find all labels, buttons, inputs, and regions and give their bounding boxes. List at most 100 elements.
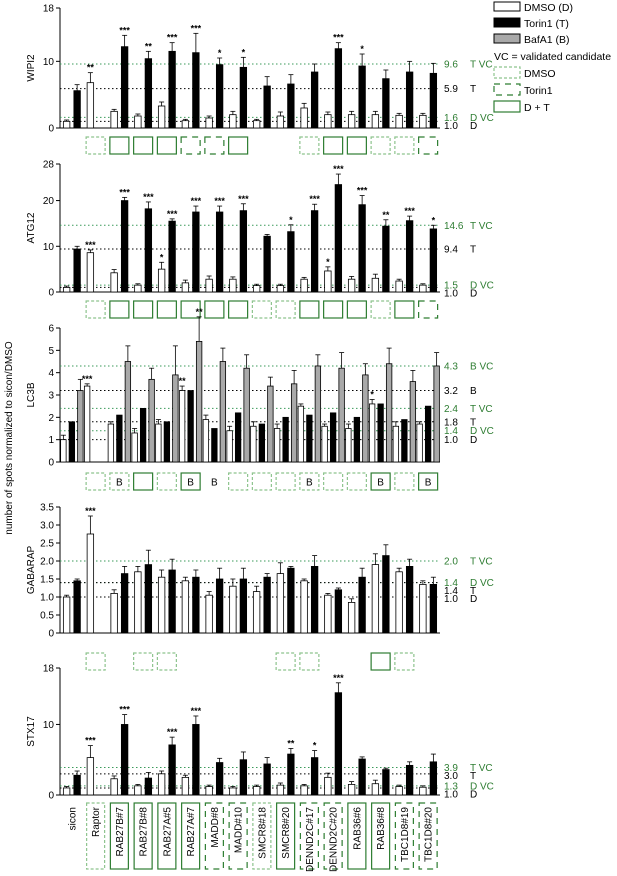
x-category-label: TBC1D8#20 [424, 807, 435, 862]
reference-value: 14.6 [444, 221, 464, 232]
reference-label: D [470, 789, 477, 800]
bar-d [300, 785, 308, 796]
reference-label: T VC [470, 60, 493, 71]
bar-b [267, 385, 274, 463]
reference-label: T [470, 771, 476, 782]
reference-value: 1.3 [444, 781, 458, 792]
panel-lc3b: 0 1 2 3 4 5 6 LC3B 4.3 B VC 3.2 B 2.4 T VC 1.8 T 1.4 D VC… [26, 307, 494, 491]
candidate-box-dt [299, 300, 320, 319]
reference-value: 9.4 [444, 245, 458, 256]
bar-b [124, 361, 132, 463]
bar-d [134, 284, 142, 293]
candidate-box-dmso [85, 300, 106, 319]
y-tick-label: 18 [43, 4, 55, 15]
bar-t [287, 231, 295, 293]
reference-label: T [470, 417, 476, 428]
y-axis-title: ATG12 [26, 212, 37, 243]
bar-t [73, 580, 81, 634]
bar-d [157, 268, 166, 293]
bar-t [215, 762, 224, 796]
bar-t [401, 419, 408, 463]
x-category-label: SMCR8#18 [257, 807, 268, 859]
reference-label: T VC [470, 763, 493, 774]
significance-stars: * [360, 44, 364, 54]
legend-label-torin: Torin1 (T) [524, 18, 569, 30]
candidate-box-torin [418, 300, 439, 319]
y-tick-label: 3.0 [40, 521, 54, 532]
bar-t [263, 85, 271, 129]
x-label-box-dt [157, 802, 177, 870]
reference-label: T VC [470, 221, 493, 232]
bar-d [321, 425, 328, 463]
reference-label: D VC [470, 281, 494, 292]
bar-b [409, 381, 417, 463]
candidate-box-dmso [251, 300, 272, 319]
candidate-box-dt [180, 300, 201, 319]
bar-b [148, 378, 155, 463]
bar-t [429, 761, 438, 796]
bar-d [181, 120, 190, 129]
bar-t [144, 777, 153, 796]
significance-stars: *** [191, 196, 202, 206]
reference-value: 4.3 [444, 361, 458, 372]
bar-t [287, 83, 295, 129]
bar-d [252, 120, 261, 129]
bar-d [60, 439, 67, 463]
reference-value: 1.0 [444, 289, 458, 300]
bar-b [385, 363, 393, 463]
y-tick-label: 0 [48, 124, 54, 135]
y-tick-label: 0 [48, 458, 54, 469]
bar-d [110, 272, 118, 293]
bar-t [310, 757, 319, 796]
bar-d [86, 757, 95, 796]
bar-t [120, 573, 129, 634]
reference-value: 3.0 [444, 771, 458, 782]
reference-value: 1.5 [444, 281, 458, 292]
bar-t [144, 564, 153, 634]
bar-d [205, 786, 213, 796]
significance-stars: ** [382, 210, 390, 220]
bar-d [107, 423, 115, 463]
bar-t [73, 774, 81, 796]
significance-stars: *** [167, 209, 178, 219]
bar-d [347, 784, 356, 796]
legend: DMSO (D) Torin1 (T) BafA1 (B) VC = valid… [493, 1, 611, 114]
bar-d [300, 107, 308, 129]
candidate-box-dmso [275, 652, 296, 671]
candidate-box-dt [204, 300, 225, 319]
bar-t [282, 416, 289, 463]
candidate-box-dt [109, 136, 130, 155]
significance-stars: *** [119, 705, 130, 715]
bar-d [300, 580, 308, 634]
bar-d [297, 405, 305, 463]
y-tick-label: 6 [48, 324, 54, 335]
candidate-box-dt [346, 300, 367, 319]
candidate-box-dmso [394, 652, 415, 671]
y-tick-label: 0 [48, 288, 54, 299]
candidate-box-text: B [425, 478, 432, 489]
significance-stars: *** [191, 23, 202, 33]
y-tick-label: 2.5 [40, 539, 54, 550]
y-tick-label: 0 [48, 629, 54, 640]
bar-t [144, 58, 153, 129]
candidate-box-dt [109, 300, 130, 319]
reference-label: T [470, 84, 476, 95]
x-category-label: Raptor [91, 806, 102, 837]
candidate-box-dt [323, 300, 344, 319]
legend-swatch-torin [493, 17, 521, 28]
legend-vc-note: VC = validated candidate [494, 51, 611, 63]
bar-d [110, 110, 118, 129]
bar-d [273, 428, 281, 463]
bar-t [358, 65, 366, 129]
x-label-box-dt [371, 802, 391, 870]
x-label-box-torin [204, 802, 224, 870]
bar-t [120, 46, 129, 129]
bar-d [395, 280, 403, 293]
candidate-box-dt [133, 472, 154, 491]
x-category-label: RAB27A#5 [162, 807, 173, 857]
reference-value: 1.0 [444, 594, 458, 605]
x-category-label: MADD#10 [234, 807, 245, 854]
